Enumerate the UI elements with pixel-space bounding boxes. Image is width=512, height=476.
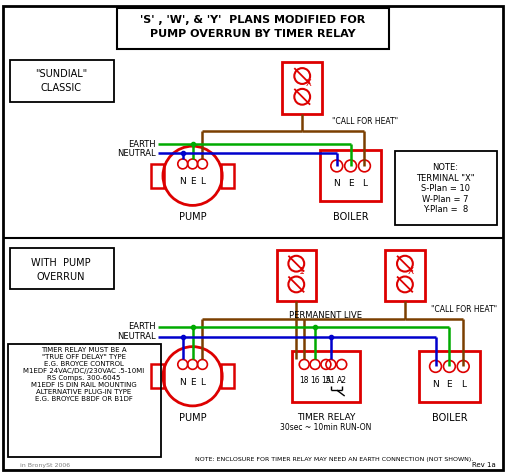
- Text: PUMP: PUMP: [179, 413, 206, 423]
- Text: N: N: [333, 179, 340, 188]
- Bar: [292, 351, 359, 402]
- Text: PUMP OVERRUN BY TIMER RELAY: PUMP OVERRUN BY TIMER RELAY: [150, 29, 356, 39]
- Bar: [419, 351, 480, 402]
- Bar: [10, 248, 114, 289]
- Bar: [151, 365, 164, 388]
- Text: L: L: [200, 177, 205, 186]
- Text: 18: 18: [300, 376, 309, 385]
- Text: PUMP: PUMP: [179, 212, 206, 222]
- Text: A2: A2: [337, 376, 347, 385]
- Bar: [117, 8, 389, 50]
- Text: NEUTRAL: NEUTRAL: [117, 149, 156, 158]
- Text: CLASSIC: CLASSIC: [41, 83, 82, 93]
- Text: NEUTRAL: NEUTRAL: [117, 332, 156, 341]
- Bar: [320, 150, 381, 201]
- Text: TIMER RELAY MUST BE A
"TRUE OFF DELAY" TYPE
E.G. BROYCE CONTROL
M1EDF 24VAC/DC//: TIMER RELAY MUST BE A "TRUE OFF DELAY" T…: [24, 347, 144, 402]
- Text: 'S' , 'W', & 'Y'  PLANS MODIFIED FOR: 'S' , 'W', & 'Y' PLANS MODIFIED FOR: [140, 15, 366, 25]
- Text: in BronySt 2006: in BronySt 2006: [20, 463, 70, 467]
- Text: EARTH: EARTH: [129, 139, 156, 149]
- Text: BOILER: BOILER: [432, 413, 467, 423]
- Text: 1: 1: [300, 267, 305, 276]
- Text: Rev 1a: Rev 1a: [472, 462, 496, 468]
- Text: N: N: [432, 380, 439, 389]
- Text: L: L: [461, 380, 466, 389]
- Bar: [283, 62, 322, 114]
- Text: PERMANENT LIVE: PERMANENT LIVE: [289, 310, 362, 319]
- Bar: [276, 250, 316, 301]
- Text: OVERRUN: OVERRUN: [37, 271, 86, 281]
- Text: L: L: [200, 377, 205, 387]
- Text: N: N: [179, 377, 186, 387]
- Text: 15: 15: [321, 376, 331, 385]
- Text: 30sec ~ 10min RUN-ON: 30sec ~ 10min RUN-ON: [280, 423, 372, 432]
- Bar: [8, 344, 161, 457]
- Text: EARTH: EARTH: [129, 322, 156, 331]
- Text: E: E: [190, 377, 196, 387]
- Text: E: E: [190, 177, 196, 186]
- Bar: [10, 60, 114, 102]
- Text: TIMER RELAY: TIMER RELAY: [297, 413, 355, 422]
- Text: A1: A1: [326, 376, 336, 385]
- Text: 16: 16: [310, 376, 320, 385]
- Bar: [151, 164, 164, 188]
- Text: "CALL FOR HEAT": "CALL FOR HEAT": [431, 305, 497, 314]
- Text: BOILER: BOILER: [333, 212, 369, 222]
- Text: L: L: [362, 179, 367, 188]
- Text: "CALL FOR HEAT": "CALL FOR HEAT": [332, 117, 398, 126]
- Text: E: E: [348, 179, 353, 188]
- Text: NOTE:
TERMINAL "X"
S-Plan = 10
W-Plan = 7
Y-Plan =  8: NOTE: TERMINAL "X" S-Plan = 10 W-Plan = …: [416, 163, 475, 214]
- Bar: [221, 164, 234, 188]
- Text: "SUNDIAL": "SUNDIAL": [35, 69, 88, 79]
- Text: X: X: [305, 79, 311, 89]
- Text: E: E: [446, 380, 452, 389]
- Text: N: N: [179, 177, 186, 186]
- Bar: [221, 365, 234, 388]
- Bar: [395, 151, 497, 225]
- Text: X: X: [408, 267, 414, 276]
- Text: WITH  PUMP: WITH PUMP: [31, 258, 91, 268]
- Bar: [385, 250, 424, 301]
- Text: NOTE: ENCLOSURE FOR TIMER RELAY MAY NEED AN EARTH CONNECTION (NOT SHOWN).: NOTE: ENCLOSURE FOR TIMER RELAY MAY NEED…: [195, 457, 473, 462]
